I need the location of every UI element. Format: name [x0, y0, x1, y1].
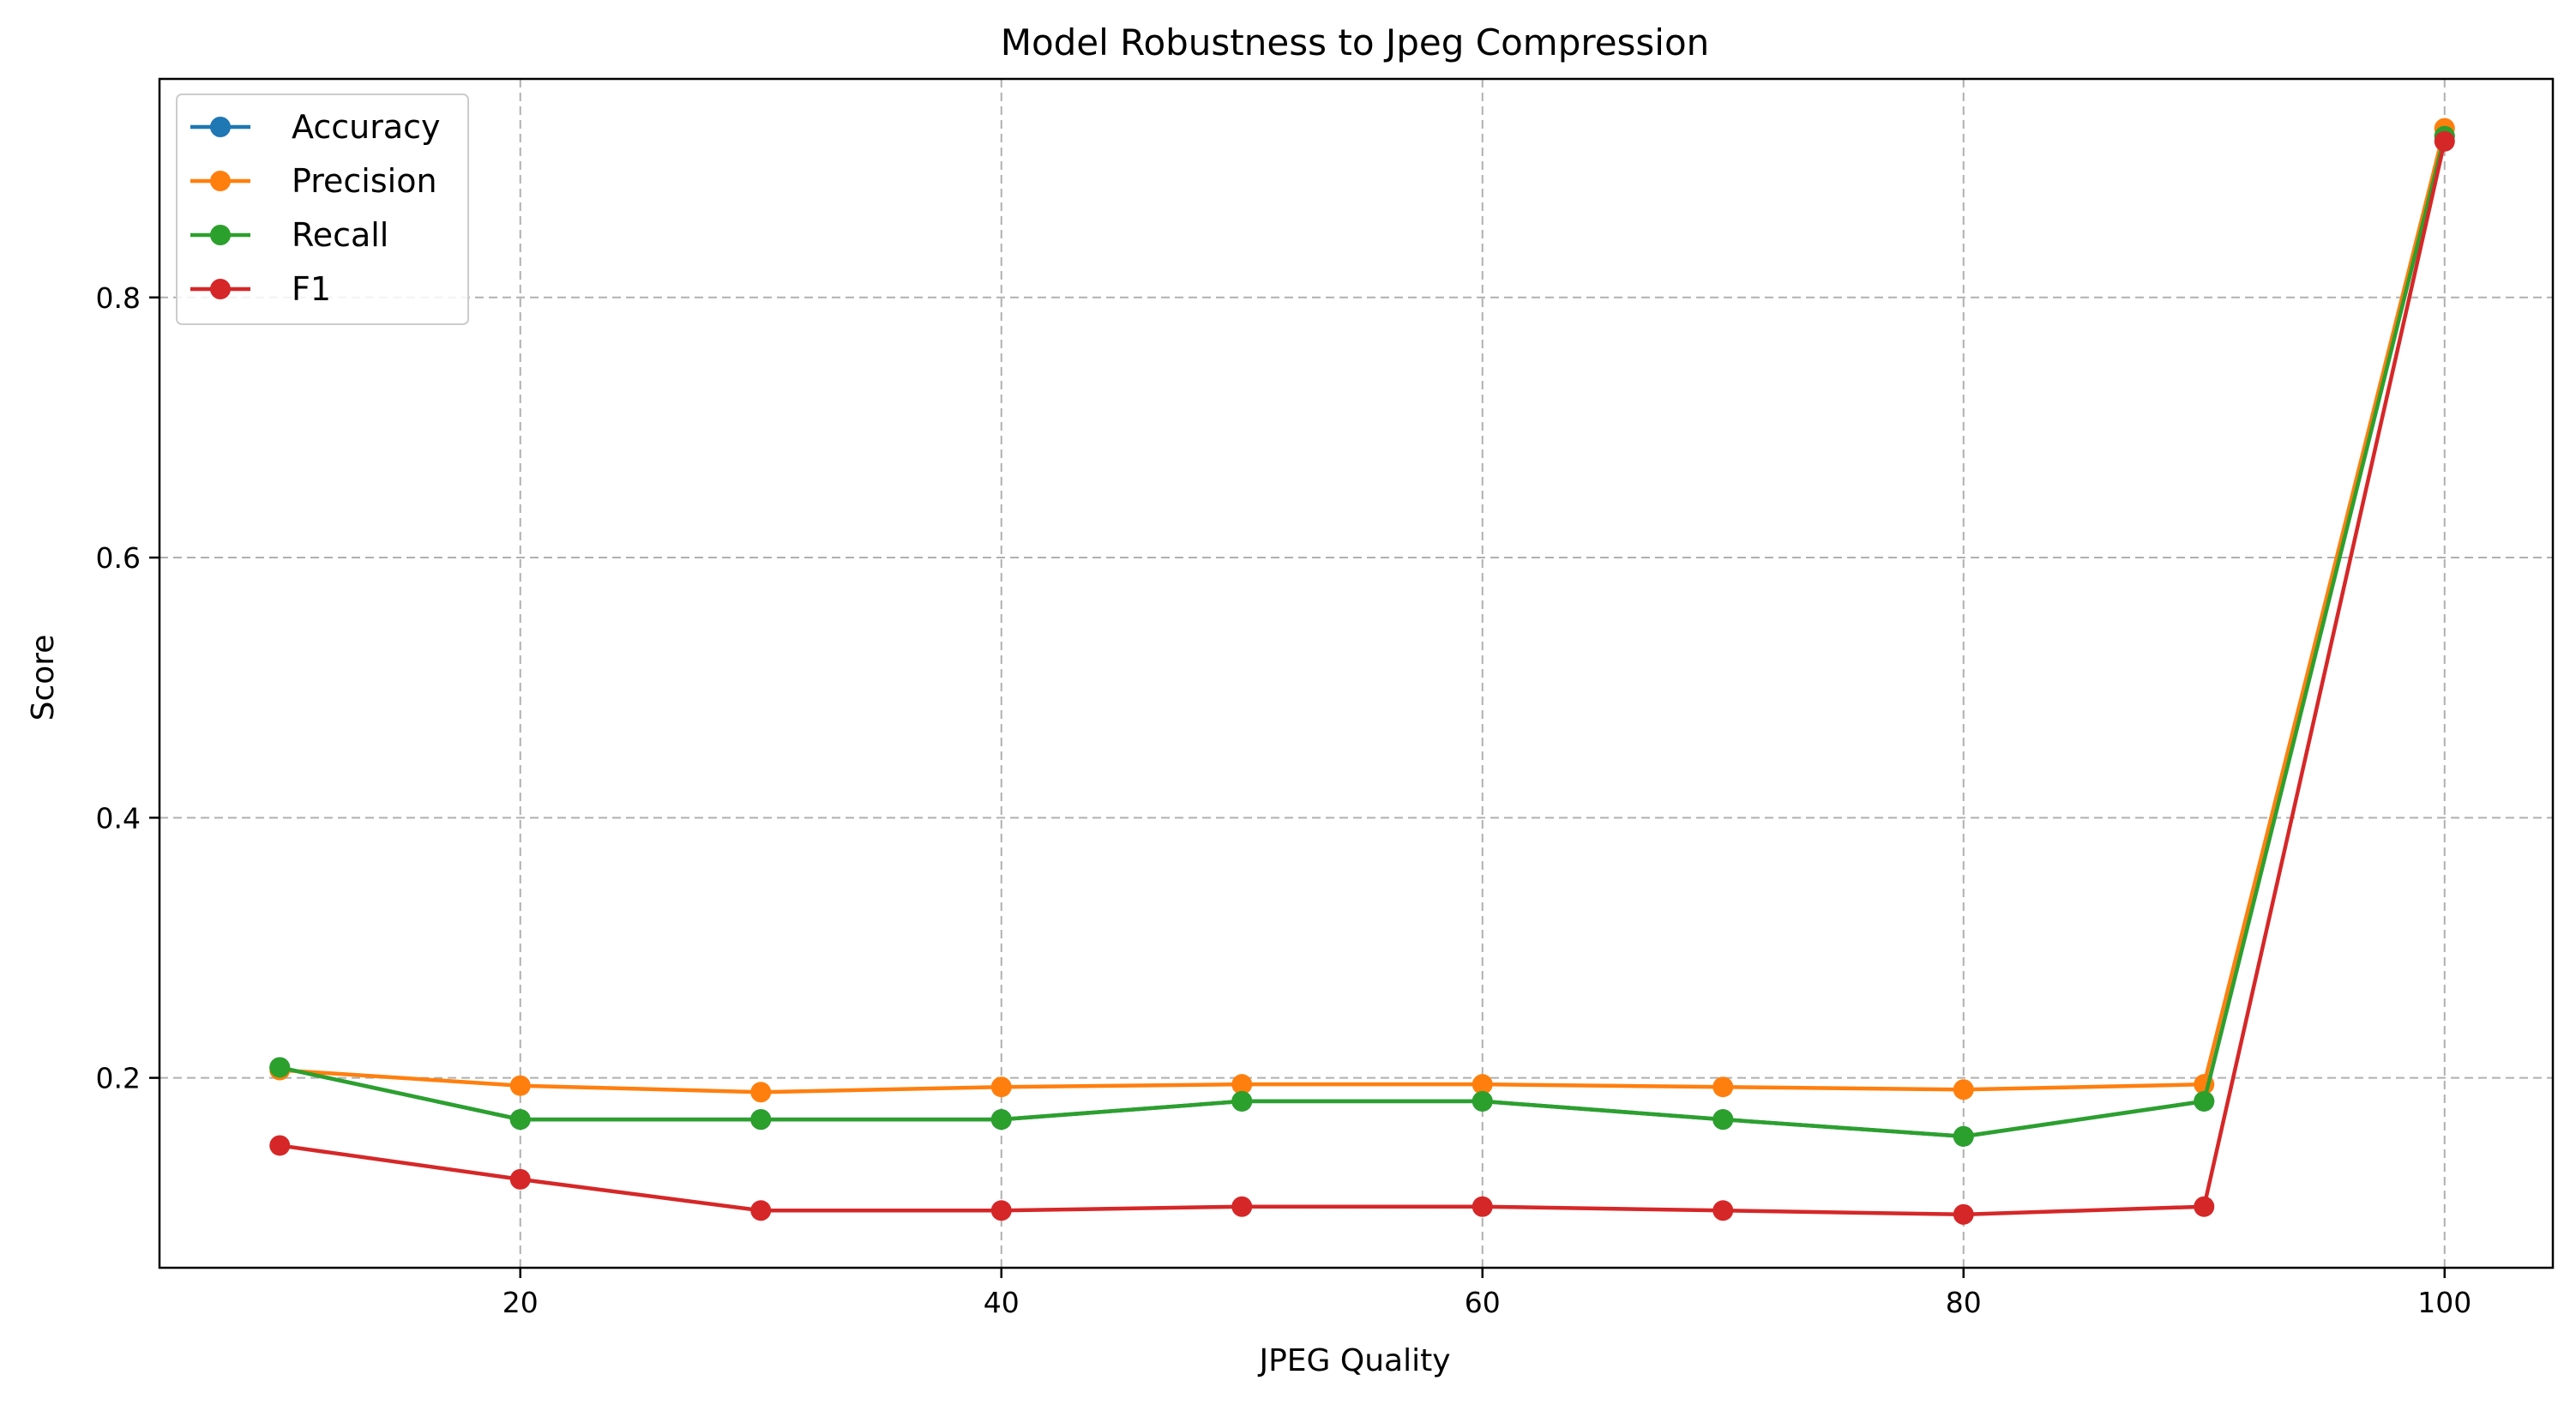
data-point-precision	[1712, 1076, 1734, 1098]
data-point-f1	[269, 1135, 291, 1156]
data-point-recall	[990, 1109, 1012, 1131]
data-point-f1	[2194, 1196, 2215, 1217]
data-point-recall	[1712, 1109, 1734, 1131]
chart-title: Model Robustness to Jpeg Compression	[1001, 21, 1710, 63]
data-point-precision	[990, 1076, 1012, 1098]
x-tick-label: 20	[503, 1286, 539, 1319]
legend-label: Accuracy	[292, 108, 441, 146]
legend: Accuracy Precision Recall F1	[176, 93, 469, 325]
data-point-precision	[1472, 1074, 1493, 1095]
series-recall	[269, 125, 2455, 1147]
legend-marker	[210, 171, 231, 191]
data-point-f1	[1953, 1203, 1974, 1225]
legend-marker	[210, 225, 231, 245]
series-line-recall	[279, 136, 2447, 1139]
y-tick-label: 0.4	[96, 801, 141, 835]
data-point-f1	[1231, 1196, 1253, 1217]
x-axis: 20 40 60 80 100	[503, 1268, 2471, 1319]
legend-item-f1: F1	[190, 270, 331, 308]
series-f1	[269, 130, 2455, 1225]
y-axis-label: Score	[26, 635, 61, 721]
y-axis: 0.2 0.4 0.6 0.8	[96, 281, 159, 1095]
legend-item-recall: Recall	[190, 216, 388, 254]
series-accuracy	[269, 125, 2455, 1147]
legend-marker	[210, 117, 231, 137]
data-point-recall	[269, 1057, 291, 1078]
x-tick-label: 80	[1946, 1286, 1982, 1319]
legend-label: Precision	[292, 162, 437, 200]
series-line-accuracy	[279, 136, 2447, 1139]
y-tick-label: 0.2	[96, 1062, 141, 1095]
data-point-precision	[750, 1082, 772, 1103]
plot-frame	[158, 77, 2555, 1269]
data-point-f1	[1712, 1200, 1734, 1221]
data-point-precision	[1953, 1079, 1974, 1100]
data-point-recall	[2194, 1090, 2215, 1112]
data-point-f1	[750, 1200, 772, 1221]
series-precision	[269, 118, 2455, 1103]
series-line-f1	[279, 141, 2447, 1217]
grid	[159, 79, 2553, 1268]
legend-label: F1	[292, 270, 331, 308]
data-point-recall	[1472, 1090, 1493, 1112]
x-tick-label: 40	[984, 1286, 1020, 1319]
data-point-f1	[509, 1168, 531, 1190]
data-point-f1	[1472, 1196, 1493, 1217]
legend-marker	[210, 279, 231, 299]
data-point-f1	[990, 1200, 1012, 1221]
data-point-precision	[509, 1075, 531, 1096]
x-tick-label: 60	[1465, 1286, 1501, 1319]
data-point-recall	[509, 1109, 531, 1131]
legend-item-accuracy: Accuracy	[190, 108, 441, 146]
data-point-precision	[1231, 1074, 1253, 1095]
y-tick-label: 0.8	[96, 281, 141, 315]
series-line-precision	[280, 128, 2447, 1094]
data-point-recall	[1231, 1090, 1253, 1112]
legend-box	[176, 93, 469, 325]
legend-label: Recall	[292, 216, 388, 254]
legend-item-precision: Precision	[190, 162, 437, 200]
series-layer	[269, 118, 2455, 1225]
data-point-recall	[1953, 1125, 1974, 1147]
y-tick-label: 0.6	[96, 541, 141, 575]
x-tick-label: 100	[2417, 1286, 2471, 1319]
data-point-f1	[2434, 130, 2455, 152]
data-point-recall	[750, 1109, 772, 1131]
x-axis-label: JPEG Quality	[1257, 1343, 1450, 1378]
